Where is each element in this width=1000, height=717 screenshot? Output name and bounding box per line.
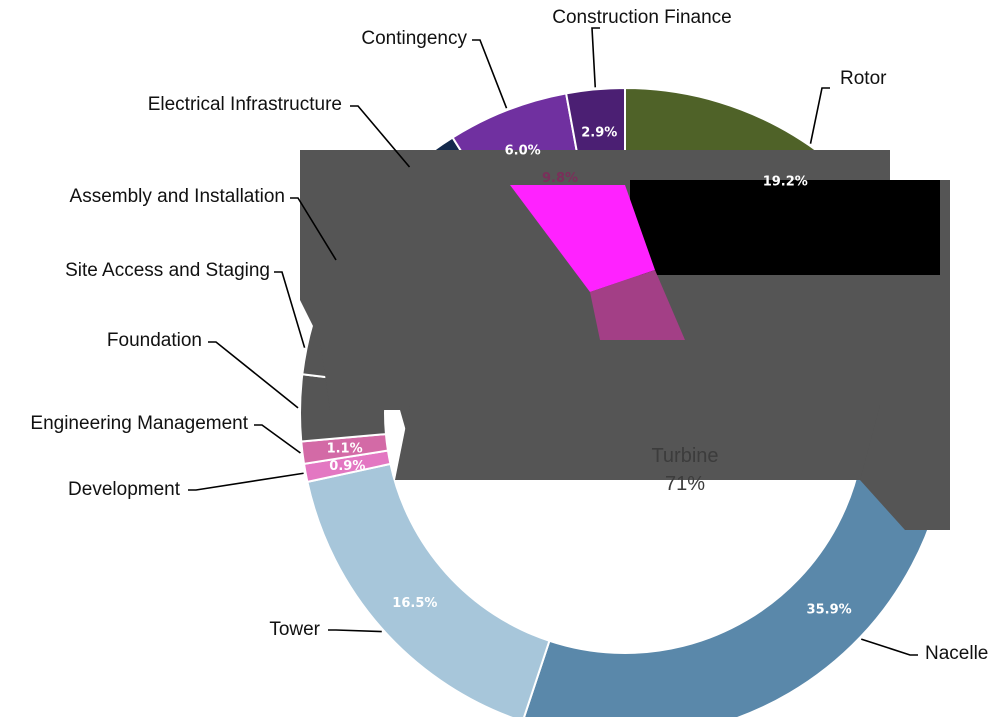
leader-line-tower: [328, 629, 382, 633]
category-label-engineering-management: Engineering Management: [30, 413, 248, 434]
category-label-assembly-and-installation: Assembly and Installation: [70, 186, 285, 207]
slice-tower: [306, 462, 551, 717]
leader-line-site-access-and-staging: [274, 271, 306, 348]
inner-magenta-segment: [510, 185, 655, 292]
category-label-electrical-infrastructure: Electrical Infrastructure: [148, 94, 342, 115]
category-label-foundation: Foundation: [107, 330, 202, 351]
category-label-tower: Tower: [269, 619, 320, 640]
category-label-nacelle: Nacelle: [925, 643, 988, 664]
value-label-construction-finance: 2.9%: [581, 126, 617, 141]
leader-line-rotor: [809, 87, 830, 144]
category-label-development: Development: [68, 479, 181, 500]
value-label-engineering-management: 1.1%: [327, 442, 363, 457]
value-label-development: 0.9%: [329, 459, 365, 474]
value-label-rotor: 19.2%: [763, 174, 808, 189]
category-label-contingency: Contingency: [361, 28, 467, 49]
category-label-site-access-and-staging: Site Access and Staging: [65, 260, 270, 281]
slice-labels: Rotor Nacelle Tower Development Engineering …: [30, 7, 988, 664]
inner-white-gap: [395, 405, 880, 480]
center-value: 71%: [665, 473, 705, 495]
overlay-band: [300, 150, 950, 530]
leader-line-foundation: [208, 341, 299, 409]
leader-line-assembly-and-installation: [290, 197, 337, 261]
inner-plum-segment: [590, 270, 685, 340]
category-label-rotor: Rotor: [840, 68, 887, 89]
leader-line-construction-finance: [591, 27, 600, 88]
leader-line-nacelle: [861, 638, 918, 656]
slice-value-labels: 19.2% 35.9% 16.5% 0.9% 1.1% 6.0% 2.9%: [327, 126, 852, 618]
center-label: Turbine: [651, 445, 718, 467]
value-label-contingency: 6.0%: [505, 144, 541, 159]
leader-line-development: [188, 472, 304, 491]
value-label-tower: 16.5%: [392, 596, 437, 611]
leader-line-electrical-infrastructure: [350, 105, 411, 168]
category-label-construction-finance: Construction Finance: [552, 7, 732, 28]
leader-line-contingency: [472, 39, 508, 109]
leader-line-engineering-management: [254, 424, 301, 454]
value-label-nacelle: 35.9%: [807, 602, 852, 617]
inner-value-label: 9.8%: [542, 171, 578, 186]
black-overlay-block: [630, 180, 940, 275]
